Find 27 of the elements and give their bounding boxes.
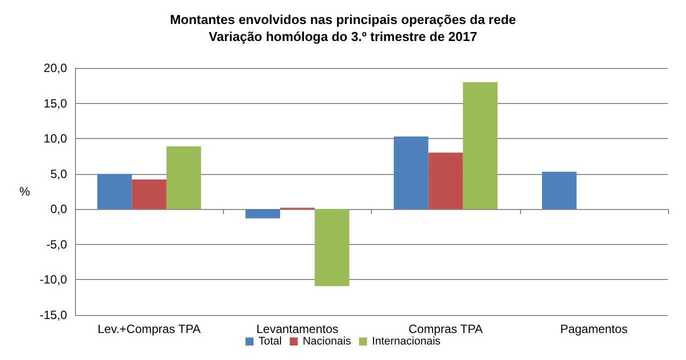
bar xyxy=(314,209,350,286)
y-tick-label: -10,0 xyxy=(40,272,68,287)
y-tick-label: 15,0 xyxy=(44,96,68,110)
bar xyxy=(394,136,428,210)
chart-title: Montantes envolvidos nas principais operações da rede xyxy=(170,12,516,27)
legend-label: Total xyxy=(258,336,282,348)
x-tick-label: Levantamentos xyxy=(256,322,338,336)
bar xyxy=(166,146,202,210)
y-axis-title: % xyxy=(19,184,30,198)
chart-subtitle: Variação homóloga do 3.º trimestre de 2017 xyxy=(208,29,478,44)
bar xyxy=(245,209,280,218)
bar xyxy=(97,174,132,210)
x-tick-label: Lev.+Compras TPA xyxy=(98,322,201,336)
x-tick-label: Compras TPA xyxy=(408,322,483,336)
bar xyxy=(132,180,166,210)
y-tick-label: 5,0 xyxy=(50,166,68,181)
y-tick-label: -5,0 xyxy=(46,237,68,252)
bar xyxy=(462,82,498,210)
y-tick-label: 10,0 xyxy=(44,132,68,146)
bar xyxy=(428,152,463,210)
y-tick-label: 0,0 xyxy=(50,202,68,216)
legend-label: Nacionais xyxy=(302,336,352,348)
x-tick-label: Pagamentos xyxy=(560,322,628,336)
bar xyxy=(542,172,577,210)
y-tick-label: -15,0 xyxy=(40,308,68,322)
y-tick-label: 20,0 xyxy=(44,61,68,75)
legend-label: Internacionais xyxy=(372,336,442,348)
